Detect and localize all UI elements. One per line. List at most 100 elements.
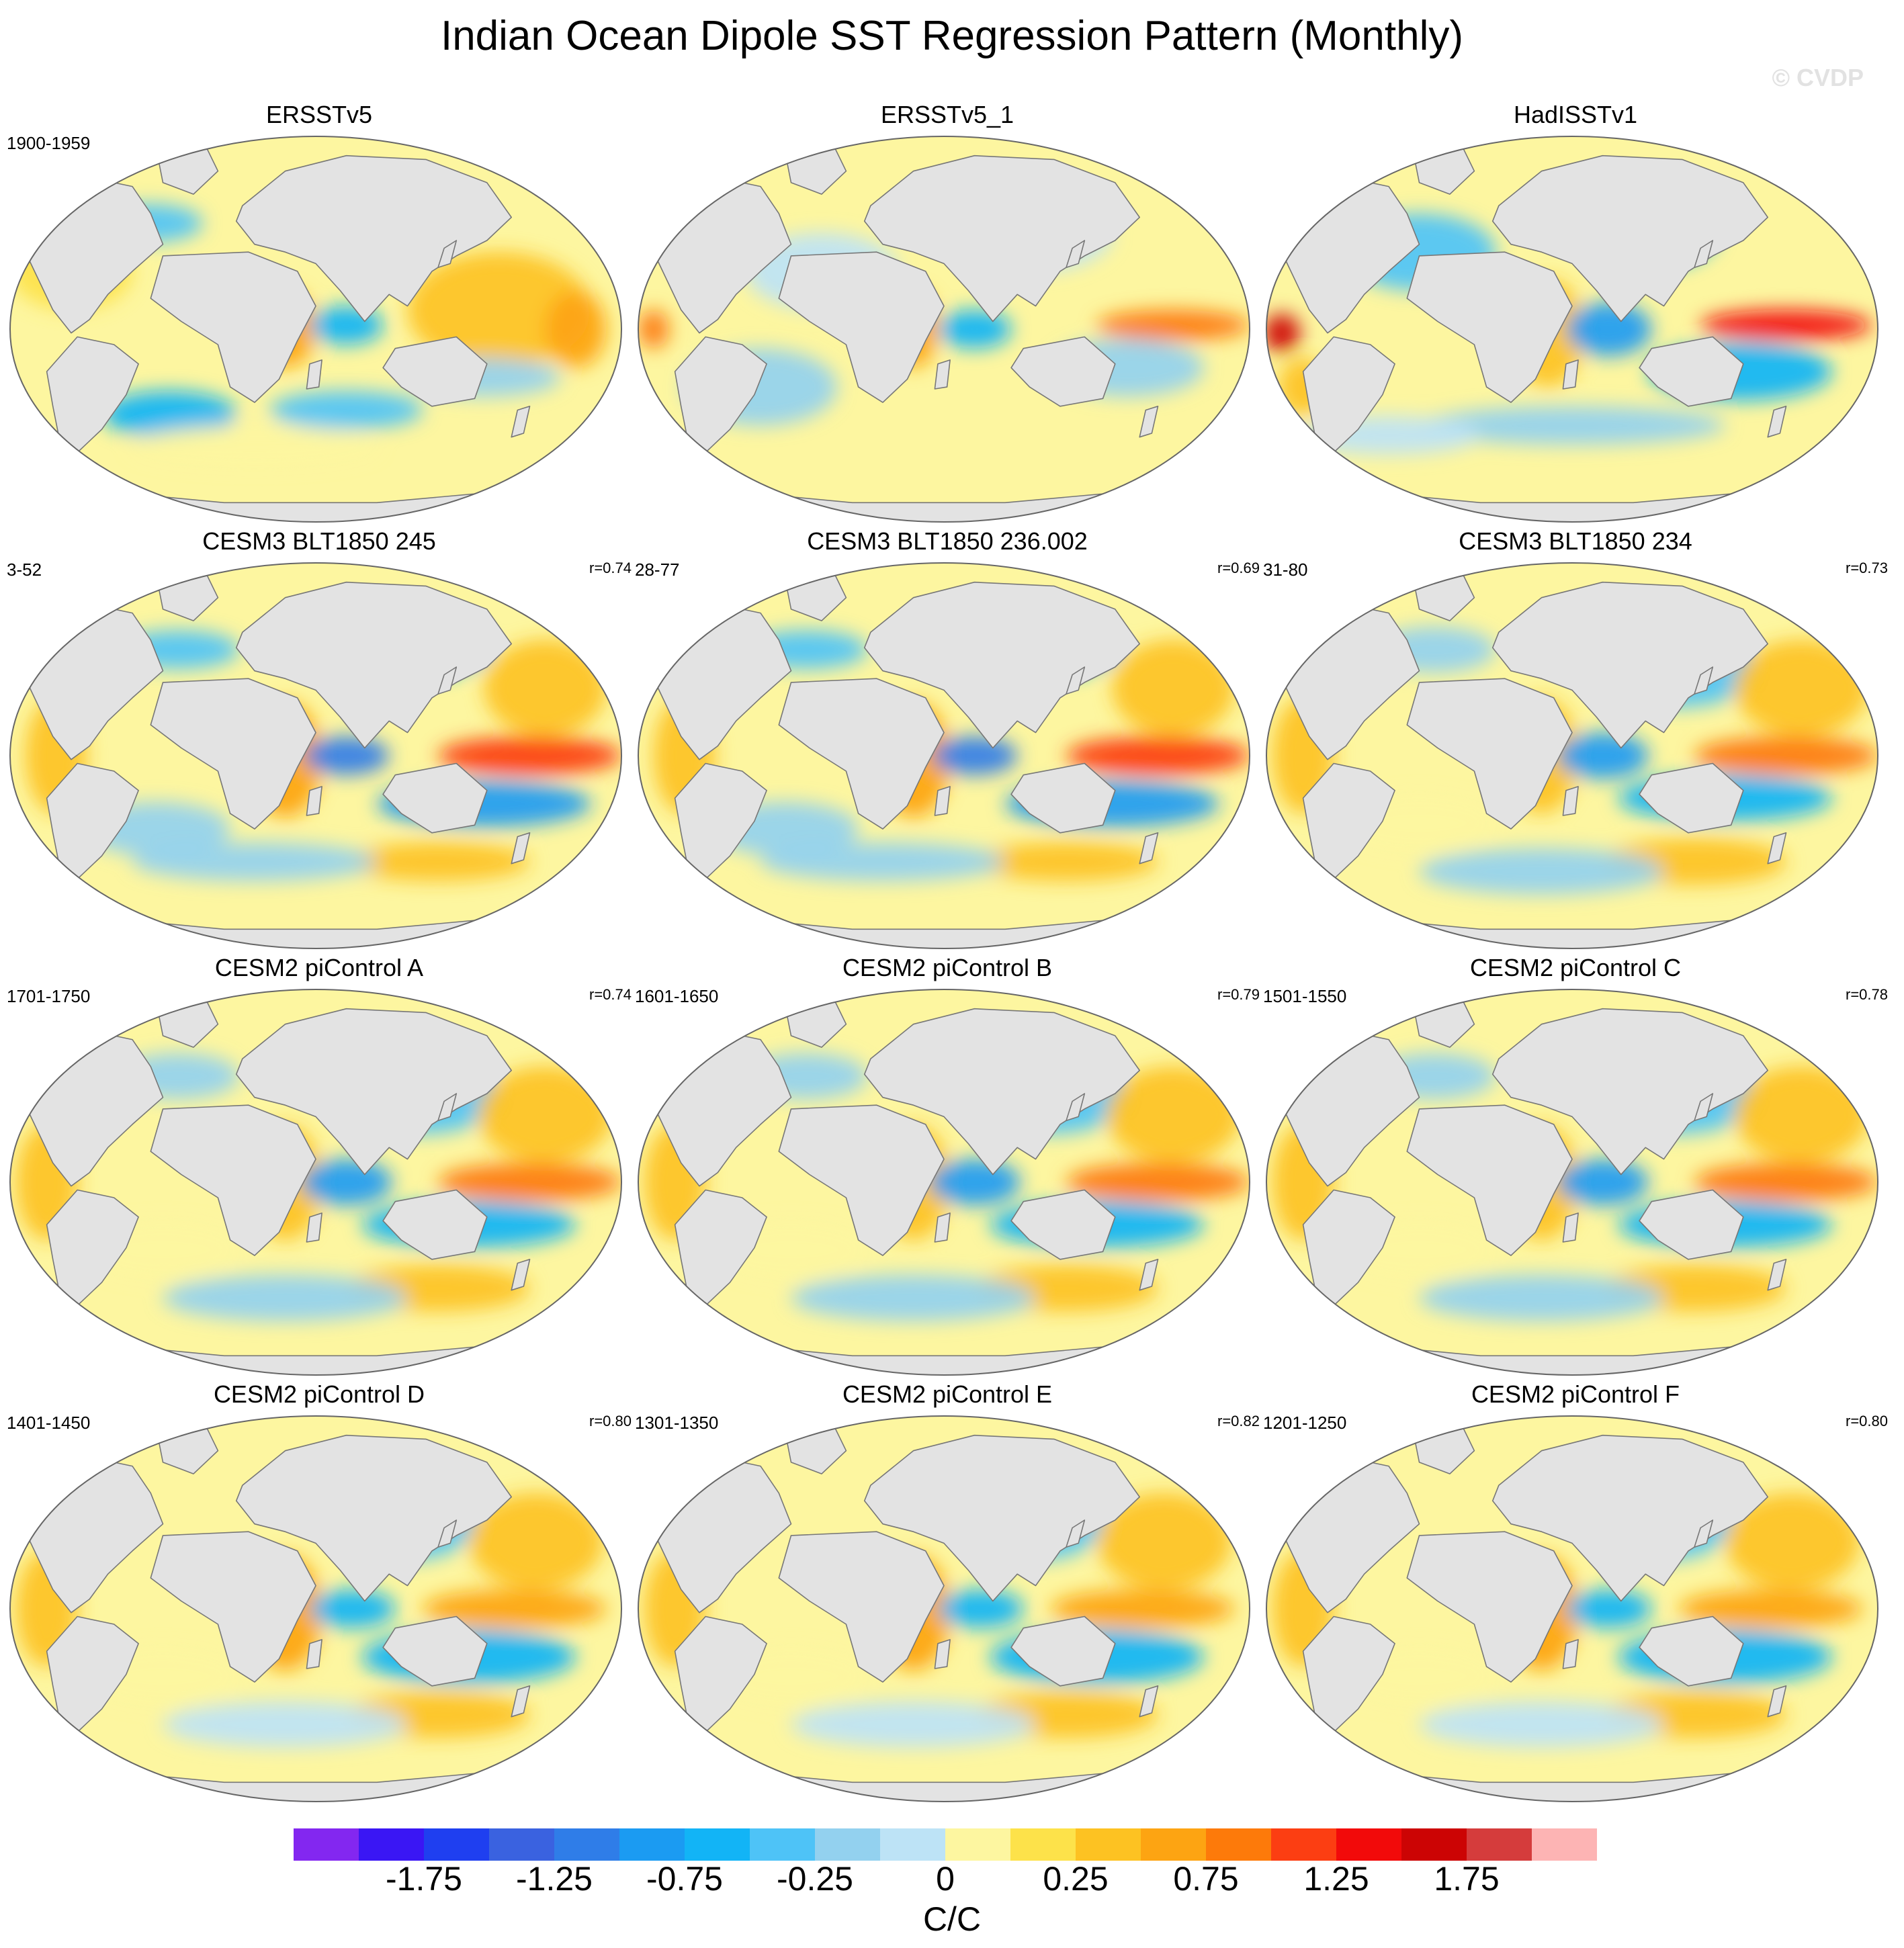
land-australia [382, 1615, 488, 1687]
sst-anomaly-region [937, 310, 1012, 349]
panel-correlation: r=0.74 [589, 560, 632, 576]
land-japan [437, 666, 458, 695]
sst-anomaly-region [1734, 639, 1869, 737]
land-africa [150, 678, 316, 830]
sst-anomaly-region [1557, 732, 1649, 779]
land-eurasia [863, 581, 1141, 749]
sst-anomaly-region [1700, 310, 1872, 341]
land-africa [150, 1104, 316, 1256]
colorbar-swatch [1206, 1828, 1271, 1861]
land-samerica [46, 1189, 139, 1307]
panel-correlation: r=0.79 [1217, 986, 1260, 1003]
sst-anomaly-region [1419, 406, 1725, 445]
land-eurasia [235, 581, 513, 749]
panel-correlation: r=0.69 [1217, 560, 1260, 576]
sst-anomaly-region [132, 425, 377, 464]
panel-title: ERSSTv5_1 [880, 101, 1014, 128]
map-panel: CESM3 BLT1850 236.002 28-77 r=0.69 [635, 527, 1260, 950]
land-eurasia [1491, 581, 1769, 749]
panel-correlation: r=0.78 [1846, 986, 1888, 1003]
map-panel: HadISSTv1 [1263, 101, 1888, 524]
land-japan [437, 240, 458, 268]
panel-period: 31-80 [1263, 560, 1308, 580]
panel-period: 1900-1959 [7, 133, 91, 153]
map-border [9, 1415, 622, 1802]
colorbar-swatch [1532, 1828, 1597, 1861]
robinson-map [9, 562, 622, 949]
colorbar-tick-label: 0.75 [1173, 1860, 1239, 1898]
colorbar-swatch [294, 1828, 359, 1861]
sst-anomaly-region [309, 1589, 396, 1628]
land-japan [1694, 1093, 1714, 1121]
land-nz [511, 405, 531, 438]
robinson-map [638, 136, 1250, 523]
colorbar-tick-label: 0.25 [1043, 1860, 1109, 1898]
sst-anomaly-region [638, 310, 669, 349]
sst-anomaly-region [1694, 736, 1878, 775]
map-border [638, 1415, 1250, 1802]
land-australia [1639, 1189, 1744, 1260]
land-australia [1639, 336, 1744, 407]
land-australia [382, 336, 488, 407]
map-panel: CESM2 piControl E 1301-1350 r=0.82 [635, 1380, 1260, 1804]
sst-anomaly-region [1066, 736, 1250, 775]
colorbar-swatch [750, 1828, 815, 1861]
colorbar-swatch [1010, 1828, 1076, 1861]
land-japan [1694, 666, 1714, 695]
sst-anomaly-region [423, 1589, 607, 1628]
figure-title: Indian Ocean Dipole SST Regression Patte… [440, 13, 1464, 59]
land-nz [511, 832, 531, 865]
colorbar-tick-label: -0.25 [777, 1860, 853, 1898]
sst-anomaly-region [1066, 1163, 1250, 1202]
map-border [638, 989, 1250, 1376]
map-border [638, 136, 1250, 523]
sst-anomaly-region [1734, 1066, 1869, 1163]
sst-anomaly-region [163, 1701, 408, 1748]
land-madagascar [934, 1212, 951, 1243]
colorbar-swatch [685, 1828, 750, 1861]
panel-period: 1201-1250 [1263, 1413, 1347, 1433]
colorbar-swatch [424, 1828, 489, 1861]
sst-anomaly-region [1565, 302, 1652, 357]
map-panel: CESM3 BLT1850 234 31-80 r=0.73 [1263, 527, 1888, 950]
land-madagascar [1562, 1212, 1579, 1243]
land-australia [382, 1189, 488, 1260]
land-samerica [46, 762, 139, 880]
land-africa [778, 678, 945, 830]
land-japan [1066, 666, 1086, 695]
map-border [1266, 136, 1878, 523]
colorbar-tick-label: -1.75 [386, 1860, 462, 1898]
colorbar-swatch [489, 1828, 554, 1861]
panel-title: CESM2 piControl A [214, 954, 424, 981]
land-japan [1066, 1519, 1086, 1548]
land-nz [1139, 405, 1159, 438]
land-madagascar [306, 1212, 322, 1243]
land-samerica [674, 336, 767, 453]
colorbar-swatch [359, 1828, 424, 1861]
land-eurasia [1491, 154, 1769, 322]
land-australia [1010, 1615, 1116, 1687]
colorbar-tick-label: 0 [936, 1860, 955, 1898]
cvdp-watermark: © CVDP [1772, 64, 1864, 91]
land-nz [511, 1685, 531, 1718]
sst-anomaly-region [303, 736, 390, 775]
colorbar-swatch [1141, 1828, 1206, 1861]
colorbar-swatch [1076, 1828, 1141, 1861]
sst-anomaly-region [1096, 1493, 1231, 1590]
land-samerica [46, 336, 139, 453]
sst-anomaly-region [791, 1701, 1036, 1748]
land-nz [1767, 1685, 1787, 1718]
map-panel: CESM2 piControl F 1201-1250 r=0.80 [1263, 1380, 1888, 1804]
land-nz [1139, 1685, 1159, 1718]
sst-anomaly-region [1694, 1163, 1878, 1202]
sst-anomaly-region [761, 842, 1005, 881]
colorbar-swatch [554, 1828, 619, 1861]
land-samerica [1302, 336, 1395, 453]
land-samerica [1302, 762, 1395, 880]
map-panel: ERSSTv5 1900-1959 [7, 101, 632, 524]
land-samerica [1302, 1615, 1395, 1733]
land-japan [1694, 1519, 1714, 1548]
map-panel: CESM2 piControl A 1701-1750 r=0.74 [7, 954, 632, 1377]
panel-period: 28-77 [635, 560, 680, 580]
land-nz [1767, 1258, 1787, 1291]
